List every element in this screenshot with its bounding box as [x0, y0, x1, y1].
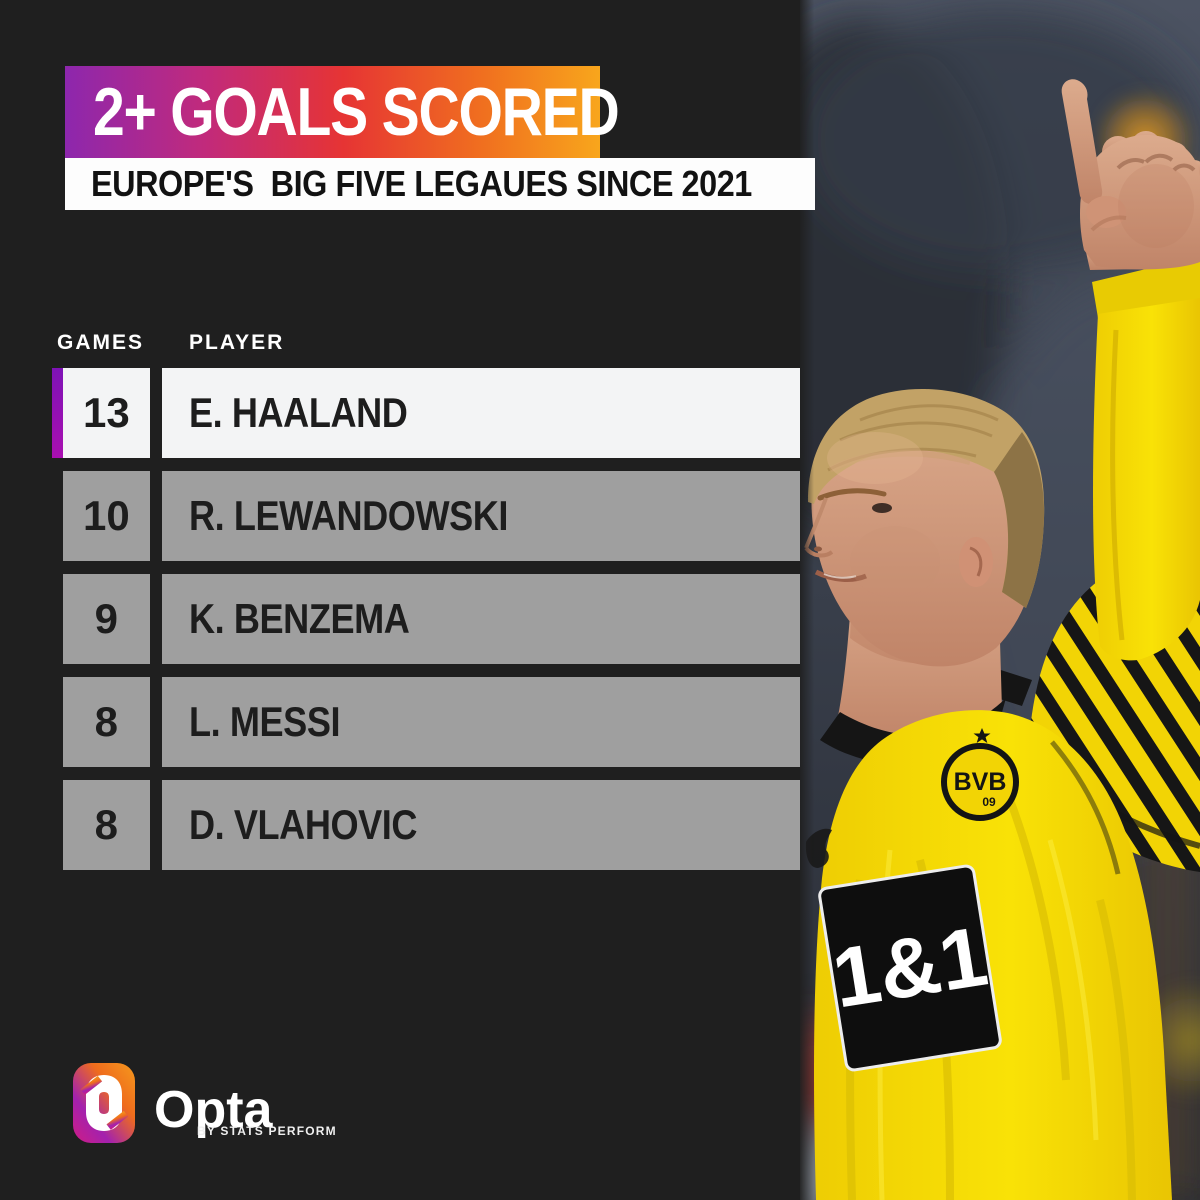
eyebrow — [817, 488, 887, 501]
games-cell: 10 — [62, 471, 150, 561]
bvb-crest-year: 09 — [982, 795, 996, 809]
player-name: R. LEWANDOWSKI — [188, 492, 508, 539]
stripe-spacer — [52, 780, 63, 870]
table-row-messi: 8 L. MESSI — [52, 677, 800, 767]
player-name: E. HAALAND — [188, 389, 408, 436]
bvb-crest-text: BVB — [954, 768, 1007, 796]
index-finger — [1061, 79, 1103, 204]
opta-brand-name: Opta — [154, 1081, 273, 1139]
player-name: K. BENZEMA — [188, 595, 410, 642]
table-row-benzema: 9 K. BENZEMA — [52, 574, 800, 664]
games-cell: 8 — [62, 780, 150, 870]
player-cell: D. VLAHOVIC — [161, 780, 800, 870]
haaland-head — [804, 388, 1045, 766]
games-cell: 9 — [62, 574, 150, 664]
subtitle-text: EUROPE'S BIG FIVE LEGAUES SINCE 2021 — [91, 163, 752, 204]
pointing-hand — [1061, 79, 1200, 270]
raised-arm — [1061, 79, 1200, 661]
sleeve — [1093, 298, 1200, 661]
bvb-crest: BVB 09 — [941, 728, 1019, 821]
table-row-vlahovic: 8 D. VLAHOVIC — [52, 780, 800, 870]
table-row-lewandowski: 10 R. LEWANDOWSKI — [52, 471, 800, 561]
hair — [808, 388, 1045, 608]
title-banner: 2+ GOALS SCORED — [65, 66, 620, 158]
eye — [872, 503, 892, 513]
column-header-player: PLAYER — [189, 331, 285, 354]
games-cell: 13 — [62, 368, 150, 458]
stats-table: 13 E. HAALAND 10 R. LEWANDOWSKI 9 K. BEN… — [52, 368, 800, 883]
player-cell: L. MESSI — [161, 677, 800, 767]
jersey-torso — [805, 710, 1172, 1200]
crest-star-icon — [973, 728, 991, 743]
stripe-spacer — [52, 574, 63, 664]
hair-undercut — [994, 432, 1045, 608]
stripe-spacer — [52, 471, 63, 561]
mouth — [814, 569, 867, 582]
player-cell: R. LEWANDOWSKI — [161, 471, 800, 561]
player-name: L. MESSI — [188, 698, 341, 745]
ear — [959, 537, 993, 587]
table-row-haaland: 13 E. HAALAND — [52, 368, 800, 458]
opta-logo-icon — [73, 1063, 135, 1143]
player-cell: E. HAALAND — [161, 368, 800, 458]
page-title: 2+ GOALS SCORED — [93, 74, 620, 150]
stats-perform-label: BY STATS PERFORM — [197, 1124, 337, 1138]
column-header-games: GAMES — [57, 331, 145, 354]
player-name: D. VLAHOVIC — [188, 801, 417, 848]
player-cell: K. BENZEMA — [161, 574, 800, 664]
subtitle-bar: EUROPE'S BIG FIVE LEGAUES SINCE 2021 — [65, 158, 815, 210]
highlight-stripe — [52, 368, 63, 458]
games-cell: 8 — [62, 677, 150, 767]
stripe-spacer — [52, 677, 63, 767]
sponsor-patch: 1&1 — [818, 864, 1002, 1072]
player-photo: BVB 09 1&1 — [800, 0, 1200, 1200]
